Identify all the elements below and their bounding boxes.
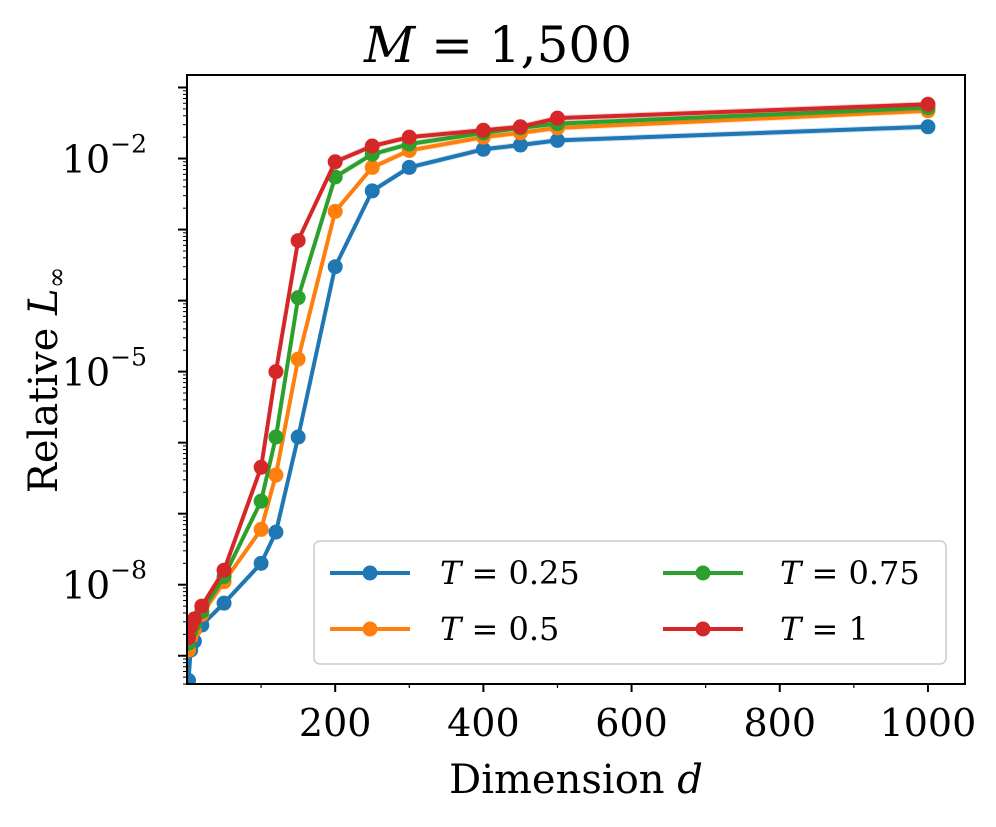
data-point xyxy=(253,521,269,537)
legend-entry: T = 0.25 xyxy=(330,554,580,592)
data-point xyxy=(216,595,232,611)
data-point xyxy=(290,290,306,306)
data-point xyxy=(475,141,491,157)
legend-marker xyxy=(695,565,711,581)
data-point xyxy=(253,459,269,475)
data-point xyxy=(549,132,565,148)
y-tick-label: 10−5 xyxy=(62,343,147,395)
data-point xyxy=(327,259,343,275)
data-point xyxy=(364,183,380,199)
y-tick-label: 10−8 xyxy=(62,556,147,608)
data-point xyxy=(327,154,343,170)
x-tick-label: 400 xyxy=(447,701,520,745)
data-point xyxy=(187,672,196,684)
legend-label: T = 1 xyxy=(780,610,869,648)
data-point xyxy=(327,203,343,219)
data-point xyxy=(194,598,210,614)
x-axis-label: Dimension d xyxy=(449,757,703,803)
y-axis-label: Relative L∞ xyxy=(21,267,72,494)
chart-title: M = 1,500 xyxy=(363,16,632,74)
data-point xyxy=(216,562,232,578)
data-point xyxy=(268,364,284,380)
data-point xyxy=(187,611,202,627)
data-point xyxy=(268,524,284,540)
data-point xyxy=(290,429,306,445)
data-point xyxy=(401,129,417,145)
data-point xyxy=(268,429,284,445)
x-tick-label: 800 xyxy=(743,701,816,745)
legend-marker xyxy=(695,621,711,637)
legend-entry: T = 1 xyxy=(663,610,869,648)
data-point xyxy=(364,159,380,175)
data-point xyxy=(401,159,417,175)
legend-label: T = 0.5 xyxy=(440,610,559,648)
data-point xyxy=(920,119,936,135)
data-point xyxy=(290,233,306,249)
data-point xyxy=(268,467,284,483)
legend-box xyxy=(313,540,947,665)
data-point xyxy=(364,138,380,154)
data-point xyxy=(512,137,528,153)
legend-marker xyxy=(362,621,378,637)
x-tick-label: 1000 xyxy=(880,701,977,745)
data-point xyxy=(920,96,936,112)
plot-area-frame xyxy=(186,74,966,685)
x-tick-label: 600 xyxy=(595,701,668,745)
legend-marker xyxy=(362,565,378,581)
data-point xyxy=(290,351,306,367)
data-point xyxy=(253,493,269,509)
data-point xyxy=(253,555,269,571)
x-tick-label: 200 xyxy=(299,701,372,745)
data-point xyxy=(475,122,491,138)
legend-label: T = 0.75 xyxy=(780,554,920,592)
y-tick-label: 10−2 xyxy=(62,130,147,182)
series-t-1 xyxy=(187,96,936,646)
data-point xyxy=(549,110,565,126)
legend-entry: T = 0.5 xyxy=(330,610,559,648)
legend-entry: T = 0.75 xyxy=(663,554,920,592)
data-point xyxy=(187,630,196,646)
legend-label: T = 0.25 xyxy=(440,554,580,592)
data-point xyxy=(512,119,528,135)
legend: T = 0.25 T = 0.5 T = 0.75 T = 1 xyxy=(313,540,947,665)
